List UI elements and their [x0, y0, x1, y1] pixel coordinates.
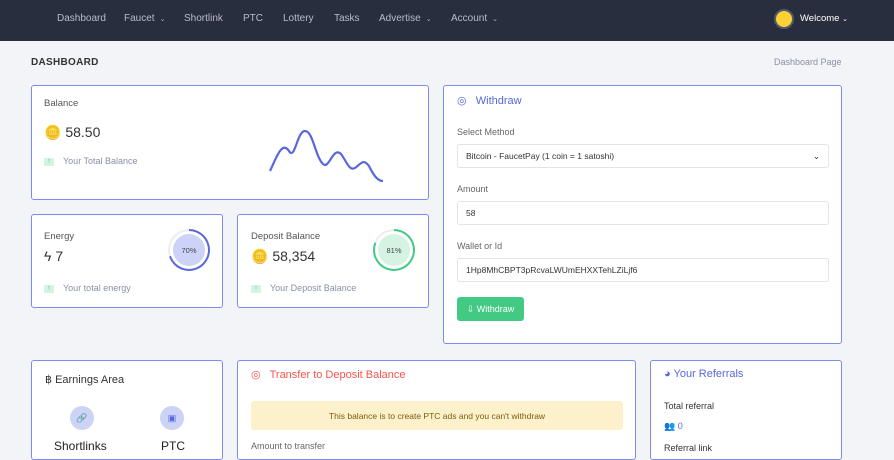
method-select[interactable]: Bitcoin - FaucetPay (1 coin = 1 satoshi)… — [457, 144, 829, 168]
earnings-card: ฿ Earnings Area 🔗 ▣ Shortlinks PTC — [31, 360, 223, 460]
pie-chart-icon: ◕ — [664, 368, 671, 380]
balance-card: Balance 🪙 58.50 ↑ Your Total Balance — [31, 85, 429, 200]
chevron-down-icon: ⌄ — [842, 16, 848, 23]
referrals-card: ◕ Your Referrals Total referral 👥 0 Refe… — [650, 360, 842, 460]
nav-item-advertise[interactable]: Advertise ⌄ — [379, 13, 432, 24]
withdraw-button[interactable]: ⇩ Withdraw — [457, 297, 524, 321]
deposit-card: Deposit Balance 🪙 58,354 ↑ Your Deposit B… — [237, 214, 429, 308]
transfer-card: ◎ Transfer to Deposit Balance This balan… — [237, 360, 636, 460]
chevron-down-icon: ⌄ — [425, 16, 432, 23]
info-alert: This balance is to create PTC ads and yo… — [251, 401, 623, 430]
target-icon: ◎ — [457, 95, 467, 107]
bolt-icon: ϟ — [44, 248, 52, 264]
nav-item-dashboard[interactable]: Dashboard — [57, 13, 106, 24]
shortlinks-link-icon[interactable]: 🔗 — [70, 406, 94, 430]
avatar[interactable] — [774, 9, 794, 29]
ptc-link[interactable]: PTC — [161, 439, 185, 453]
bitcoin-icon: ฿ — [45, 374, 52, 386]
users-icon: 👥 — [664, 421, 676, 431]
nav-item-lottery[interactable]: Lottery — [283, 13, 314, 24]
energy-card: Energy ϟ 7 ↑ Your total energy 70% — [31, 214, 223, 308]
chevron-down-icon: ⌄ — [812, 150, 820, 161]
target-icon: ◎ — [251, 369, 261, 381]
chevron-down-icon: ⌄ — [159, 16, 166, 23]
nav-item-account[interactable]: Account ⌄ — [451, 13, 499, 24]
arrow-up-icon: ↑ — [44, 157, 54, 166]
page-title: DASHBOARD — [31, 57, 99, 68]
coins-icon: 🪙 — [44, 124, 62, 140]
wallet-input[interactable]: 1Hp8MhCBPT3pRcvaLWUmEHXXTehLZiLjf6 — [457, 258, 829, 282]
hand-coin-icon: ⇩ — [466, 303, 475, 314]
navbar: Dashboard Faucet ⌄ Shortlink PTC Lottery Tasks… — [0, 0, 894, 41]
breadcrumb[interactable]: Dashboard Page — [774, 57, 842, 67]
energy-progress-ring: 70% — [168, 229, 210, 271]
deposit-progress-ring: 81% — [373, 229, 415, 271]
arrow-up-icon: ↑ — [44, 284, 54, 293]
arrow-up-icon: ↑ — [251, 284, 261, 293]
nav-item-tasks[interactable]: Tasks — [334, 13, 360, 24]
welcome-menu[interactable]: Welcome ⌄ — [800, 13, 848, 24]
amount-input[interactable]: 58 — [457, 201, 829, 225]
shortlinks-link[interactable]: Shortlinks — [54, 439, 107, 453]
ptc-monitor-icon[interactable]: ▣ — [160, 406, 184, 430]
nav-item-ptc[interactable]: PTC — [243, 13, 263, 24]
chevron-down-icon: ⌄ — [492, 16, 499, 23]
coins-icon: 🪙 — [251, 248, 269, 264]
withdraw-card: ◎ Withdraw Select Method Bitcoin - Fauce… — [443, 85, 842, 344]
balance-sparkline — [269, 129, 384, 183]
nav-item-shortlink[interactable]: Shortlink — [184, 13, 223, 24]
nav-item-faucet[interactable]: Faucet ⌄ — [124, 13, 166, 24]
